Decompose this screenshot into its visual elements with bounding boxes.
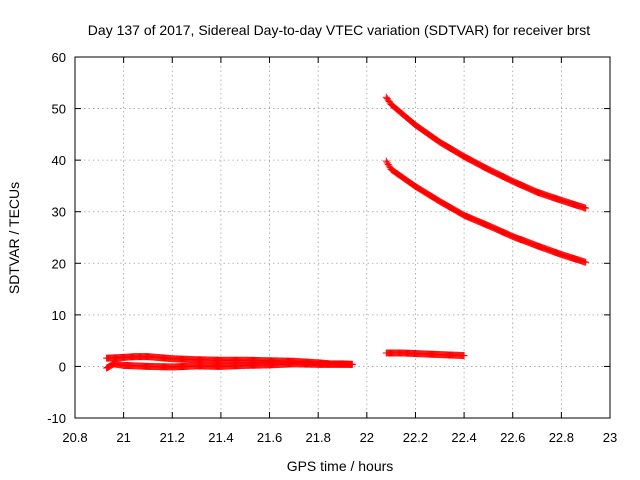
data-points [103,93,590,372]
x-tick-label: 22.8 [549,430,574,445]
plot-frame [74,56,611,419]
x-tick-label: 21.8 [306,430,331,445]
y-tick-label: 30 [52,205,66,220]
y-tick-label: 60 [52,50,66,65]
y-tick-labels: -10 0 10 20 30 40 50 60 [47,50,66,426]
grid [75,57,610,418]
x-tick-label: 23 [603,430,617,445]
x-tick-label: 22.4 [451,430,476,445]
series-track-a-lower [103,360,356,372]
series-track-b-lower [382,349,468,360]
x-tick-labels: 20.8 21 21.2 21.4 21.6 21.8 22 22.2 22.4 22.6 22.8… [62,430,617,445]
x-tick-label: 22.6 [500,430,525,445]
y-tick-label: 0 [59,359,66,374]
chart-title: Day 137 of 2017, Sidereal Day-to-day VTE… [88,22,590,38]
y-axis-label: SDTVAR / TECUs [6,182,22,294]
series-track-b-upper [382,93,590,212]
data-point [582,204,590,212]
x-tick-label: 21.6 [257,430,282,445]
y-tick-label: 20 [52,256,66,271]
y-tick-label: -10 [47,411,66,426]
data-point [348,360,356,368]
x-axis-label: GPS time / hours [287,458,394,474]
y-tick-label: 40 [52,153,66,168]
data-point [460,352,468,360]
y-tick-label: 50 [52,102,66,117]
y-tick-label: 10 [52,308,66,323]
series-track-b-middle [382,157,590,266]
data-point [582,258,590,266]
x-tick-label: 21.4 [208,430,233,445]
x-tick-label: 21 [116,430,130,445]
x-tick-label: 21.2 [160,430,185,445]
x-tick-label: 22 [360,430,374,445]
x-tick-label: 20.8 [62,430,87,445]
x-tick-label: 22.2 [403,430,428,445]
